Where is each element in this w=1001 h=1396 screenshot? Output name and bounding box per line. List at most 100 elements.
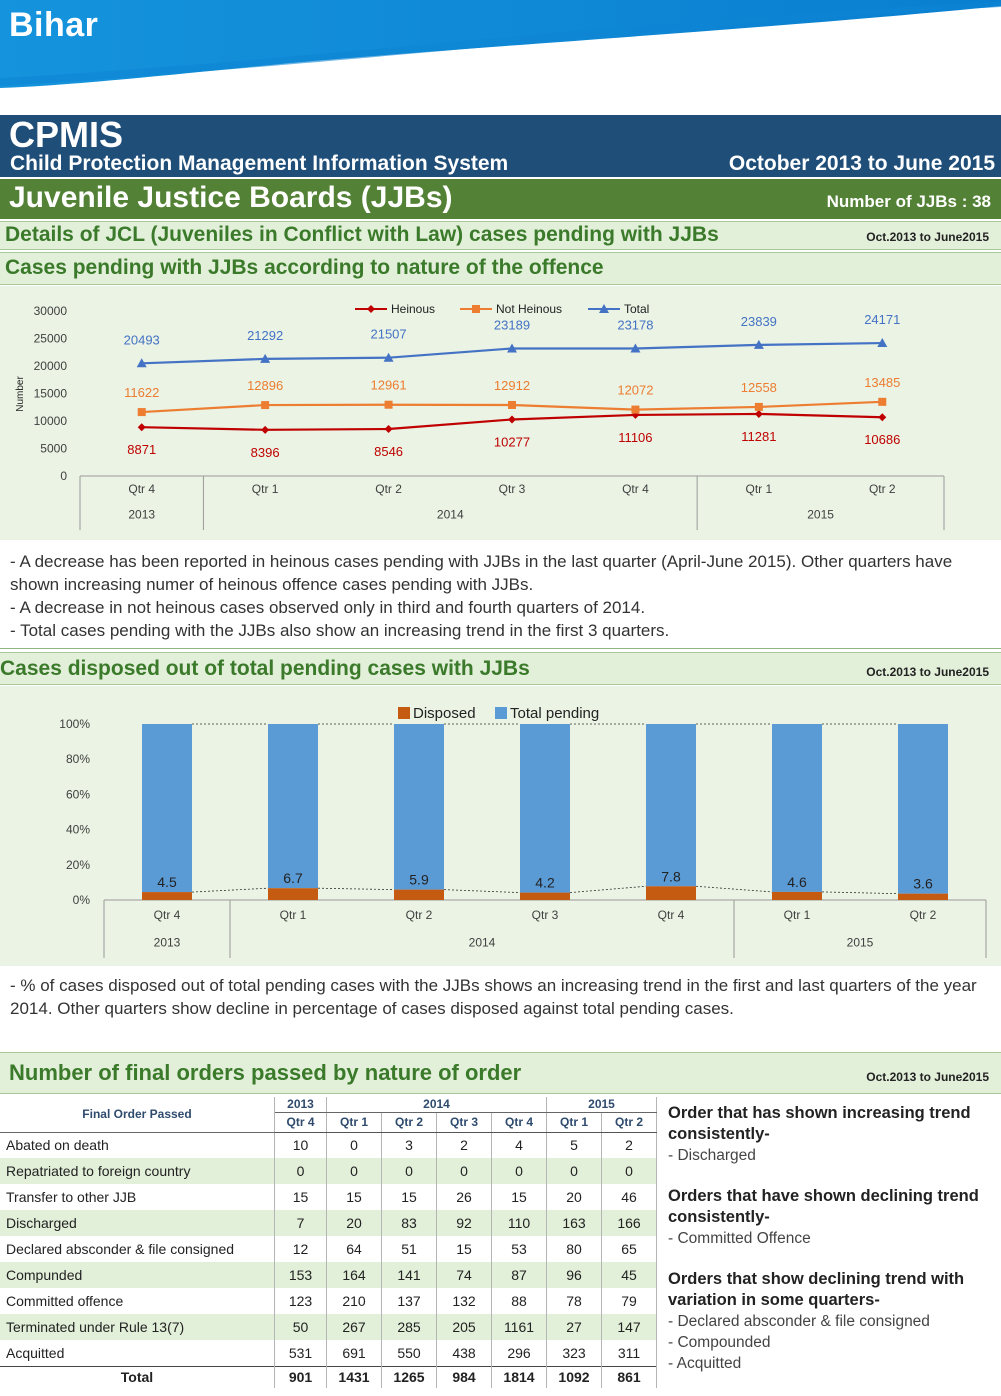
table-total-cell: 861 xyxy=(601,1365,657,1388)
x-tick-label: Qtr 1 xyxy=(746,482,773,496)
table-cell: 10 xyxy=(274,1132,327,1158)
table-cell: 311 xyxy=(601,1340,657,1366)
nature-note: - A decrease in not heinous cases observ… xyxy=(10,598,646,617)
table-cell: 296 xyxy=(491,1340,547,1366)
cpmis-header: CPMIS Child Protection Management Inform… xyxy=(0,115,1001,177)
data-label: 5.9 xyxy=(409,872,429,888)
orders-note-item: - Committed Offence xyxy=(668,1230,811,1247)
data-point xyxy=(507,343,517,353)
data-label: 12072 xyxy=(617,383,653,398)
table-cell: 5 xyxy=(546,1132,602,1158)
data-label: 6.7 xyxy=(283,870,303,886)
table-cell: 0 xyxy=(381,1158,437,1184)
series-connector xyxy=(443,889,521,894)
data-label: 11106 xyxy=(618,430,652,445)
table-row-label: Acquitted xyxy=(0,1340,275,1366)
table-row-label: Terminated under Rule 13(7) xyxy=(0,1314,275,1340)
data-label: 11622 xyxy=(124,385,159,400)
orders-title: Number of final orders passed by nature … xyxy=(9,1060,522,1085)
data-point xyxy=(878,397,887,406)
data-label: 21507 xyxy=(370,327,406,342)
table-cell: 64 xyxy=(326,1236,382,1262)
x-tick-label: Qtr 1 xyxy=(280,908,307,922)
bar-disposed xyxy=(268,888,318,900)
data-label: 12961 xyxy=(370,378,406,393)
bar-disposed xyxy=(898,893,948,900)
table-cell: 550 xyxy=(381,1340,437,1366)
table-cell: 2 xyxy=(601,1132,657,1158)
nature-notes: - A decrease has been reported in heinou… xyxy=(10,550,995,642)
cpmis-title: CPMIS xyxy=(9,114,124,155)
bar-total-pending xyxy=(646,724,696,887)
table-cell: 15 xyxy=(436,1236,492,1262)
table-cell: 45 xyxy=(601,1262,657,1288)
table-cell: 4 xyxy=(491,1132,547,1158)
table-cell: 50 xyxy=(274,1314,327,1340)
disposed-bar-chart: 0% 20% 40% 60% 80% 100% Qtr 4 Qtr 1 Qtr 2 Qtr 3 Qt… xyxy=(0,686,1001,966)
data-label: 4.2 xyxy=(535,875,555,891)
y-tick-label: 0% xyxy=(73,893,91,907)
data-label: 7.8 xyxy=(661,868,681,884)
table-row-label: Declared absconder & file consigned xyxy=(0,1236,275,1262)
table-cell: 20 xyxy=(326,1210,382,1236)
table-cell: 153 xyxy=(274,1262,327,1288)
table-quarter-header: Qtr 3 xyxy=(436,1112,492,1133)
series-connector xyxy=(569,885,647,894)
table-row: Transfer to other JJB 15 15 15 26 15 20 46 xyxy=(0,1184,657,1210)
table-cell: 26 xyxy=(436,1184,492,1210)
bar-total-pending xyxy=(772,724,822,892)
x-tick-label: Qtr 2 xyxy=(910,908,937,922)
x-tick-label: Qtr 2 xyxy=(375,482,402,496)
table-cell: 83 xyxy=(381,1210,437,1236)
data-point xyxy=(136,358,147,368)
details-section-header: Details of JCL (Juveniles in Conflict wi… xyxy=(0,221,1001,250)
bar-disposed xyxy=(394,889,444,900)
table-cell: 0 xyxy=(491,1158,547,1184)
data-point xyxy=(631,410,640,419)
legend-label: Total pending xyxy=(510,705,599,722)
table-cell: 74 xyxy=(436,1262,492,1288)
data-point xyxy=(630,343,641,353)
table-cell: 1161 xyxy=(491,1314,547,1340)
table-cell: 0 xyxy=(601,1158,657,1184)
data-label: 24171 xyxy=(864,312,900,327)
legend-marker xyxy=(599,304,609,313)
table-quarter-header: Qtr 4 xyxy=(491,1112,547,1133)
table-year-header: 2013 xyxy=(274,1097,327,1113)
x-group-label: 2015 xyxy=(807,507,834,521)
x-tick-label: Qtr 4 xyxy=(128,482,155,496)
nature-note: - A decrease has been reported in heinou… xyxy=(10,552,953,594)
data-label: 8396 xyxy=(251,445,280,460)
disposed-title: Cases disposed out of total pending case… xyxy=(0,657,530,680)
orders-note-heading: Order that has shown increasing trend co… xyxy=(668,1104,971,1143)
table-cell: 20 xyxy=(546,1184,602,1210)
table-row: Repatriated to foreign country 0 0 0 0 0 0 0 xyxy=(0,1158,657,1184)
table-total-row: Total 901 1431 1265 984 1814 1092 861 xyxy=(0,1365,657,1388)
data-point xyxy=(878,413,887,422)
table-quarter-header: Qtr 2 xyxy=(601,1112,657,1133)
table-row: Acquitted 531 691 550 438 296 323 311 xyxy=(0,1340,657,1366)
bar-total-pending xyxy=(142,724,192,893)
series-connector xyxy=(695,885,773,893)
data-point xyxy=(754,402,763,411)
data-label: 8546 xyxy=(374,444,403,459)
data-label: 4.6 xyxy=(787,874,807,890)
disposed-note: - % of cases disposed out of total pendi… xyxy=(10,976,977,1018)
series-connector xyxy=(317,887,395,891)
offence-line-chart: 0 5000 10000 15000 20000 25000 30000 Number Qtr … xyxy=(0,286,1001,540)
table-cell: 0 xyxy=(326,1158,382,1184)
data-label: 12896 xyxy=(247,378,283,393)
table-cell: 15 xyxy=(326,1184,382,1210)
x-tick-label: Qtr 4 xyxy=(622,482,649,496)
table-cell: 123 xyxy=(274,1288,327,1314)
disposed-section-header: Cases disposed out of total pending case… xyxy=(0,652,1001,685)
table-cell: 210 xyxy=(326,1288,382,1314)
x-group-label: 2014 xyxy=(469,935,496,949)
table-cell: 87 xyxy=(491,1262,547,1288)
orders-note-heading: Orders that show declining trend with va… xyxy=(668,1270,965,1309)
table-row: Abated on death 10 0 3 2 4 5 2 xyxy=(0,1132,657,1158)
table-cell: 12 xyxy=(274,1236,327,1262)
table-row: Declared absconder & file consigned 12 64 5… xyxy=(0,1236,657,1262)
data-label: 23178 xyxy=(617,318,653,333)
table-cell: 141 xyxy=(381,1262,437,1288)
